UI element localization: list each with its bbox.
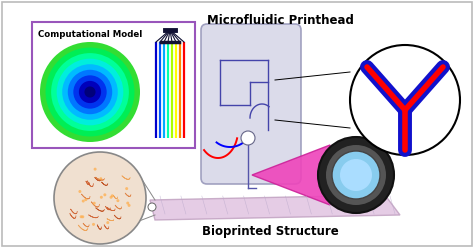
Circle shape [81, 215, 84, 218]
Circle shape [78, 190, 82, 193]
Ellipse shape [73, 75, 107, 109]
Circle shape [80, 215, 82, 218]
Circle shape [125, 187, 128, 190]
Text: Bioprinted Structure: Bioprinted Structure [201, 225, 338, 238]
Ellipse shape [62, 64, 118, 120]
Circle shape [350, 45, 460, 155]
Circle shape [340, 159, 372, 191]
Ellipse shape [79, 81, 101, 103]
Circle shape [93, 202, 96, 205]
Circle shape [93, 168, 97, 171]
Circle shape [128, 204, 130, 207]
Ellipse shape [57, 59, 123, 125]
Ellipse shape [51, 53, 129, 131]
Circle shape [332, 151, 380, 199]
Circle shape [82, 200, 85, 203]
Text: Microfluidic Printhead: Microfluidic Printhead [207, 14, 354, 27]
Polygon shape [252, 145, 330, 205]
Circle shape [84, 198, 87, 201]
Circle shape [92, 223, 95, 226]
Circle shape [109, 196, 112, 199]
Circle shape [326, 145, 386, 205]
Circle shape [100, 196, 103, 199]
FancyBboxPatch shape [201, 24, 301, 184]
Circle shape [318, 137, 394, 213]
Circle shape [111, 194, 114, 197]
Text: Computational Model: Computational Model [38, 30, 142, 39]
Circle shape [106, 221, 109, 224]
Circle shape [117, 199, 119, 202]
Circle shape [126, 202, 129, 205]
Ellipse shape [46, 48, 135, 136]
Circle shape [241, 131, 255, 145]
Circle shape [54, 152, 146, 244]
Circle shape [148, 203, 156, 211]
Ellipse shape [68, 70, 112, 114]
Polygon shape [150, 195, 400, 220]
Bar [32, 22, 195, 148]
Ellipse shape [84, 87, 96, 97]
Ellipse shape [40, 42, 140, 142]
Circle shape [100, 177, 102, 180]
Circle shape [103, 193, 106, 196]
